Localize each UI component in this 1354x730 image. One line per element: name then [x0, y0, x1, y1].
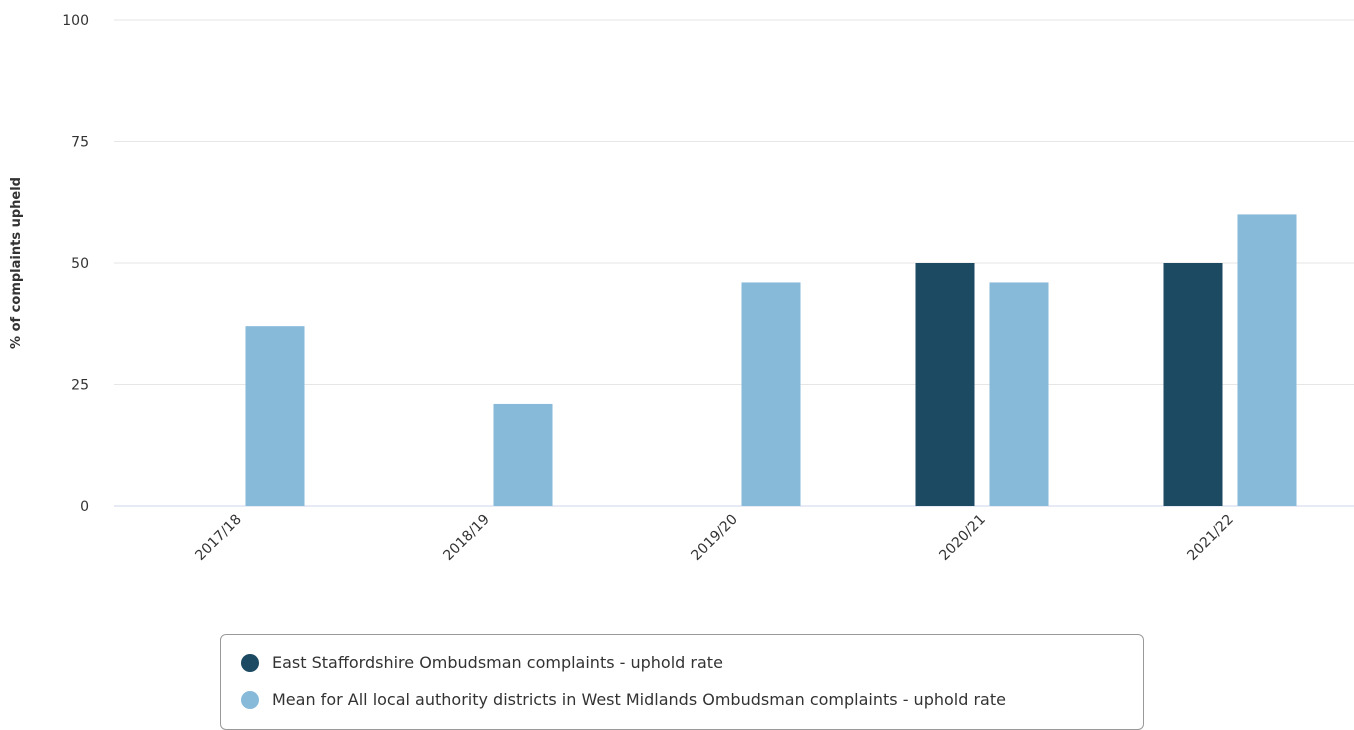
legend-label-east-staffordshire: East Staffordshire Ombudsman complaints …: [272, 653, 723, 672]
y-tick-label: 50: [71, 256, 89, 272]
y-tick-label: 100: [62, 13, 89, 29]
y-tick-label: 0: [80, 499, 89, 515]
legend-label-west-midlands-mean: Mean for All local authority districts i…: [272, 690, 1006, 709]
y-axis-ticks: 0 25 50 75 100: [62, 13, 89, 515]
legend-item-east-staffordshire[interactable]: East Staffordshire Ombudsman complaints …: [241, 653, 723, 672]
bar-west-midlands-mean-2020-21[interactable]: [989, 282, 1049, 506]
x-tick-label: 2018/19: [440, 512, 492, 564]
bar-west-midlands-mean-2019-20[interactable]: [741, 282, 801, 506]
bar-east-staffordshire-2020-21[interactable]: [915, 263, 975, 506]
x-tick-label: 2020/21: [936, 512, 988, 564]
legend: East Staffordshire Ombudsman complaints …: [220, 634, 1144, 730]
legend-swatch-west-midlands-mean: [241, 690, 259, 709]
x-tick-label: 2017/18: [192, 512, 244, 564]
x-tick-label: 2021/22: [1184, 512, 1236, 564]
bar-east-staffordshire-2021-22[interactable]: [1163, 263, 1223, 506]
gridlines: [114, 19, 1354, 507]
bar-west-midlands-mean-2017-18[interactable]: [245, 326, 305, 506]
y-tick-label: 75: [71, 135, 89, 151]
bar-west-midlands-mean-2018-19[interactable]: [493, 403, 553, 506]
y-tick-label: 25: [71, 378, 89, 394]
bar-west-midlands-mean-2021-22[interactable]: [1237, 214, 1297, 506]
legend-item-west-midlands-mean[interactable]: Mean for All local authority districts i…: [241, 690, 1006, 709]
bars: [245, 214, 1297, 506]
x-tick-label: 2019/20: [688, 512, 740, 564]
y-axis-title: % of complaints upheld: [9, 177, 24, 349]
x-axis-ticks: 2017/18 2018/19 2019/20 2020/21 2021/22: [192, 512, 1236, 564]
legend-swatch-east-staffordshire: [241, 653, 259, 672]
